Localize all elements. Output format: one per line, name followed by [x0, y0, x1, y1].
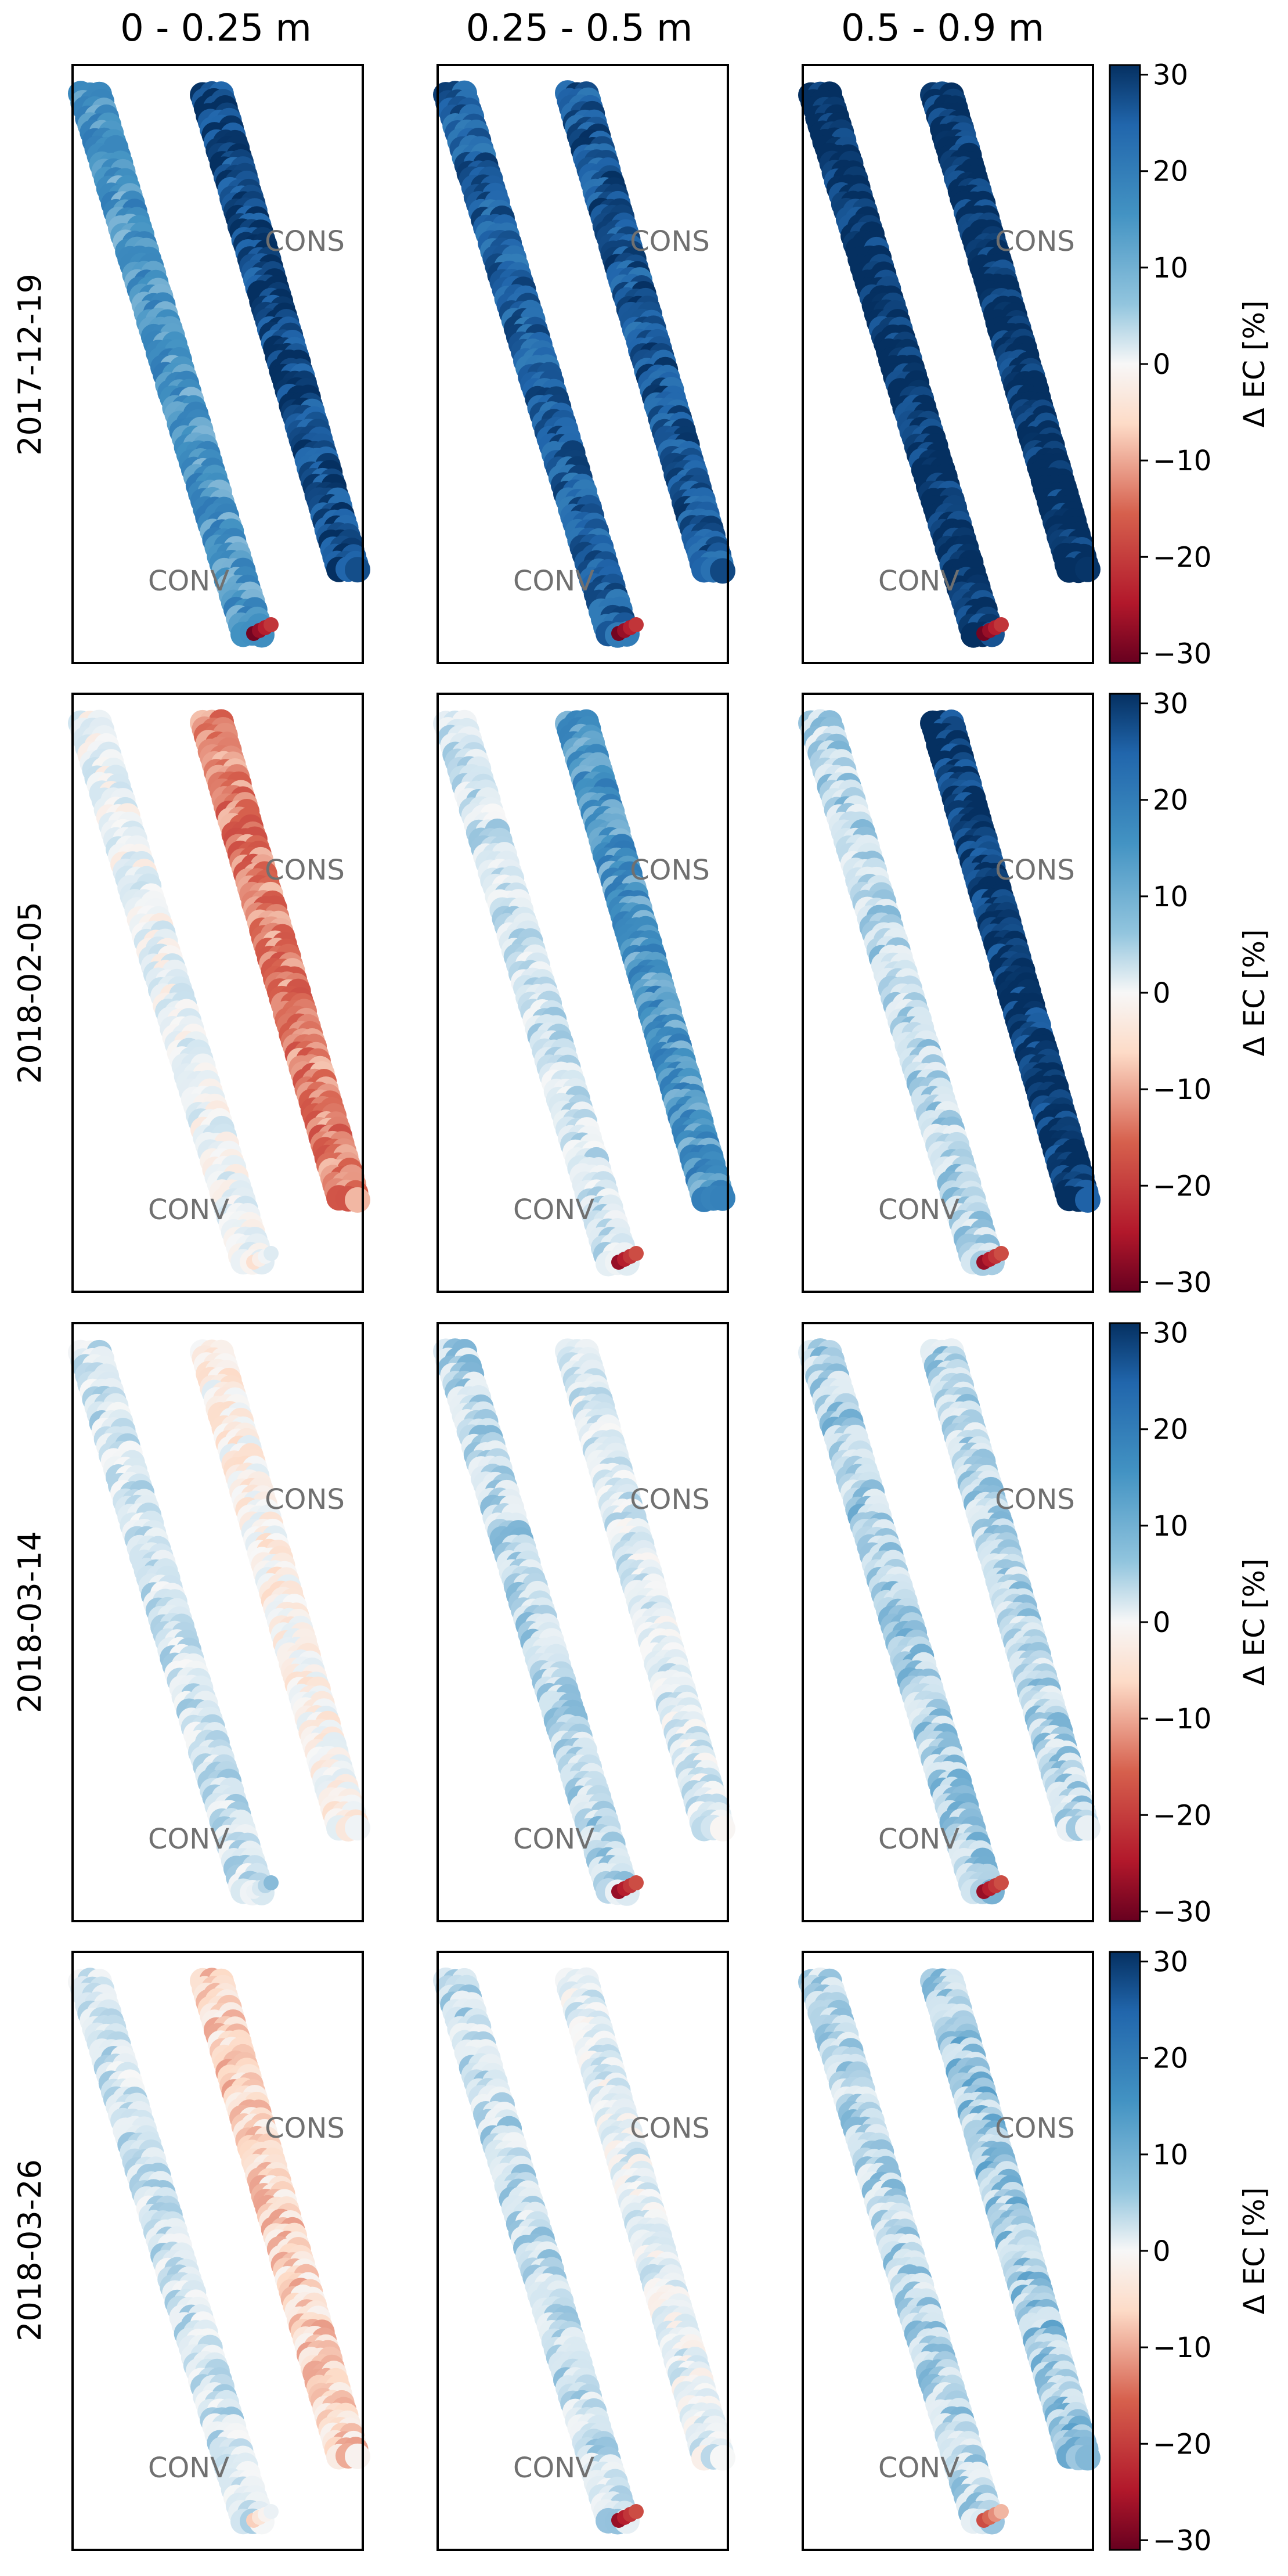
strip-label-conv: CONV — [148, 565, 229, 597]
measurement-point — [1075, 1815, 1101, 1841]
strip-label-cons: CONS — [995, 854, 1075, 887]
panel-frame — [71, 64, 364, 664]
edge-measurement-point — [264, 617, 279, 632]
panel-frame — [802, 64, 1094, 664]
strip-conv — [68, 709, 275, 1275]
panel-r0-c0: CONV CONS — [68, 64, 370, 664]
strip-label-conv: CONV — [513, 1194, 594, 1226]
edge-measurement-point — [994, 617, 1009, 632]
panel-r1-c2: CONV CONS — [798, 693, 1101, 1293]
edge-measurement-point — [629, 1246, 644, 1261]
strip-label-cons: CONS — [630, 225, 710, 258]
panel-r1-c0: CONV CONS — [68, 693, 370, 1293]
panel-r3-c1: CONV CONS — [433, 1951, 735, 2551]
panel-r0-c1: CONV CONS — [433, 64, 735, 664]
row-label-date-2: 2018-03-14 — [12, 1531, 48, 1713]
strip-label-cons: CONS — [630, 2112, 710, 2145]
measurement-point — [345, 2443, 370, 2469]
panel-r2-c1: CONV CONS — [433, 1322, 735, 1922]
strip-label-conv: CONV — [148, 2452, 229, 2484]
panel-r0-c2: CONV CONS — [798, 64, 1101, 664]
strip-label-cons: CONS — [630, 1483, 710, 1516]
edge-measurement-point — [994, 1246, 1009, 1261]
strip-label-conv: CONV — [513, 2452, 594, 2484]
strip-label-conv: CONV — [513, 1823, 594, 1856]
strip-cons — [920, 81, 1101, 583]
measurement-point — [710, 1815, 735, 1842]
column-header-1: 0.25 - 0.5 m — [466, 7, 693, 50]
strip-cons — [555, 80, 735, 584]
edge-measurement-point — [629, 1875, 644, 1890]
measurement-point — [345, 557, 370, 583]
strip-conv — [433, 709, 640, 1277]
strip-label-cons: CONS — [995, 225, 1075, 258]
strip-label-conv: CONV — [148, 1823, 229, 1856]
strip-conv — [433, 80, 640, 648]
edge-measurement-point — [629, 617, 644, 632]
strip-label-cons: CONS — [265, 1483, 345, 1516]
panel-frame — [436, 64, 729, 664]
strip-label-conv: CONV — [878, 1194, 959, 1226]
measurement-point — [710, 2445, 735, 2471]
panel-frame — [71, 693, 364, 1293]
strip-label-cons: CONS — [630, 854, 710, 887]
strip-cons — [190, 81, 370, 583]
edge-measurement-point — [629, 2504, 644, 2519]
panel-r1-c1: CONV CONS — [433, 693, 735, 1293]
measurement-point — [710, 558, 735, 584]
strip-label-cons: CONS — [265, 2112, 345, 2145]
edge-measurement-point — [264, 1875, 279, 1890]
measurement-point — [345, 1815, 370, 1841]
row-label-date-3: 2018-03-26 — [12, 2159, 48, 2341]
panel-r2-c0: CONV CONS — [68, 1322, 370, 1922]
strip-label-conv: CONV — [878, 565, 959, 597]
strip-label-conv: CONV — [513, 565, 594, 597]
measurement-point — [1075, 556, 1101, 582]
strip-label-cons: CONS — [265, 854, 345, 887]
column-header-0: 0 - 0.25 m — [120, 7, 312, 50]
strip-label-cons: CONS — [265, 225, 345, 258]
strip-conv — [68, 81, 275, 648]
strip-label-conv: CONV — [878, 1823, 959, 1856]
panel-grid: CONV CONS CONV CONS CONV CONS CONV CONS CONV CONS… — [68, 64, 1101, 2551]
row-label-date-1: 2018-02-05 — [12, 902, 48, 1084]
measurement-point — [710, 1185, 735, 1211]
measurement-point — [1075, 1187, 1101, 1213]
row-label-date-0: 2017-12-19 — [12, 273, 48, 456]
edge-measurement-point — [264, 2504, 279, 2519]
edge-measurement-point — [994, 1875, 1009, 1890]
measurement-point — [345, 1187, 370, 1213]
panel-r3-c0: CONV CONS — [68, 1951, 370, 2551]
strip-conv — [798, 81, 1005, 648]
panel-r2-c2: CONV CONS — [798, 1322, 1101, 1922]
edge-measurement-point — [264, 1246, 279, 1261]
strip-cons — [190, 709, 370, 1213]
strip-label-conv: CONV — [148, 1194, 229, 1226]
column-header-2: 0.5 - 0.9 m — [841, 7, 1044, 50]
strip-label-cons: CONS — [995, 1483, 1075, 1516]
